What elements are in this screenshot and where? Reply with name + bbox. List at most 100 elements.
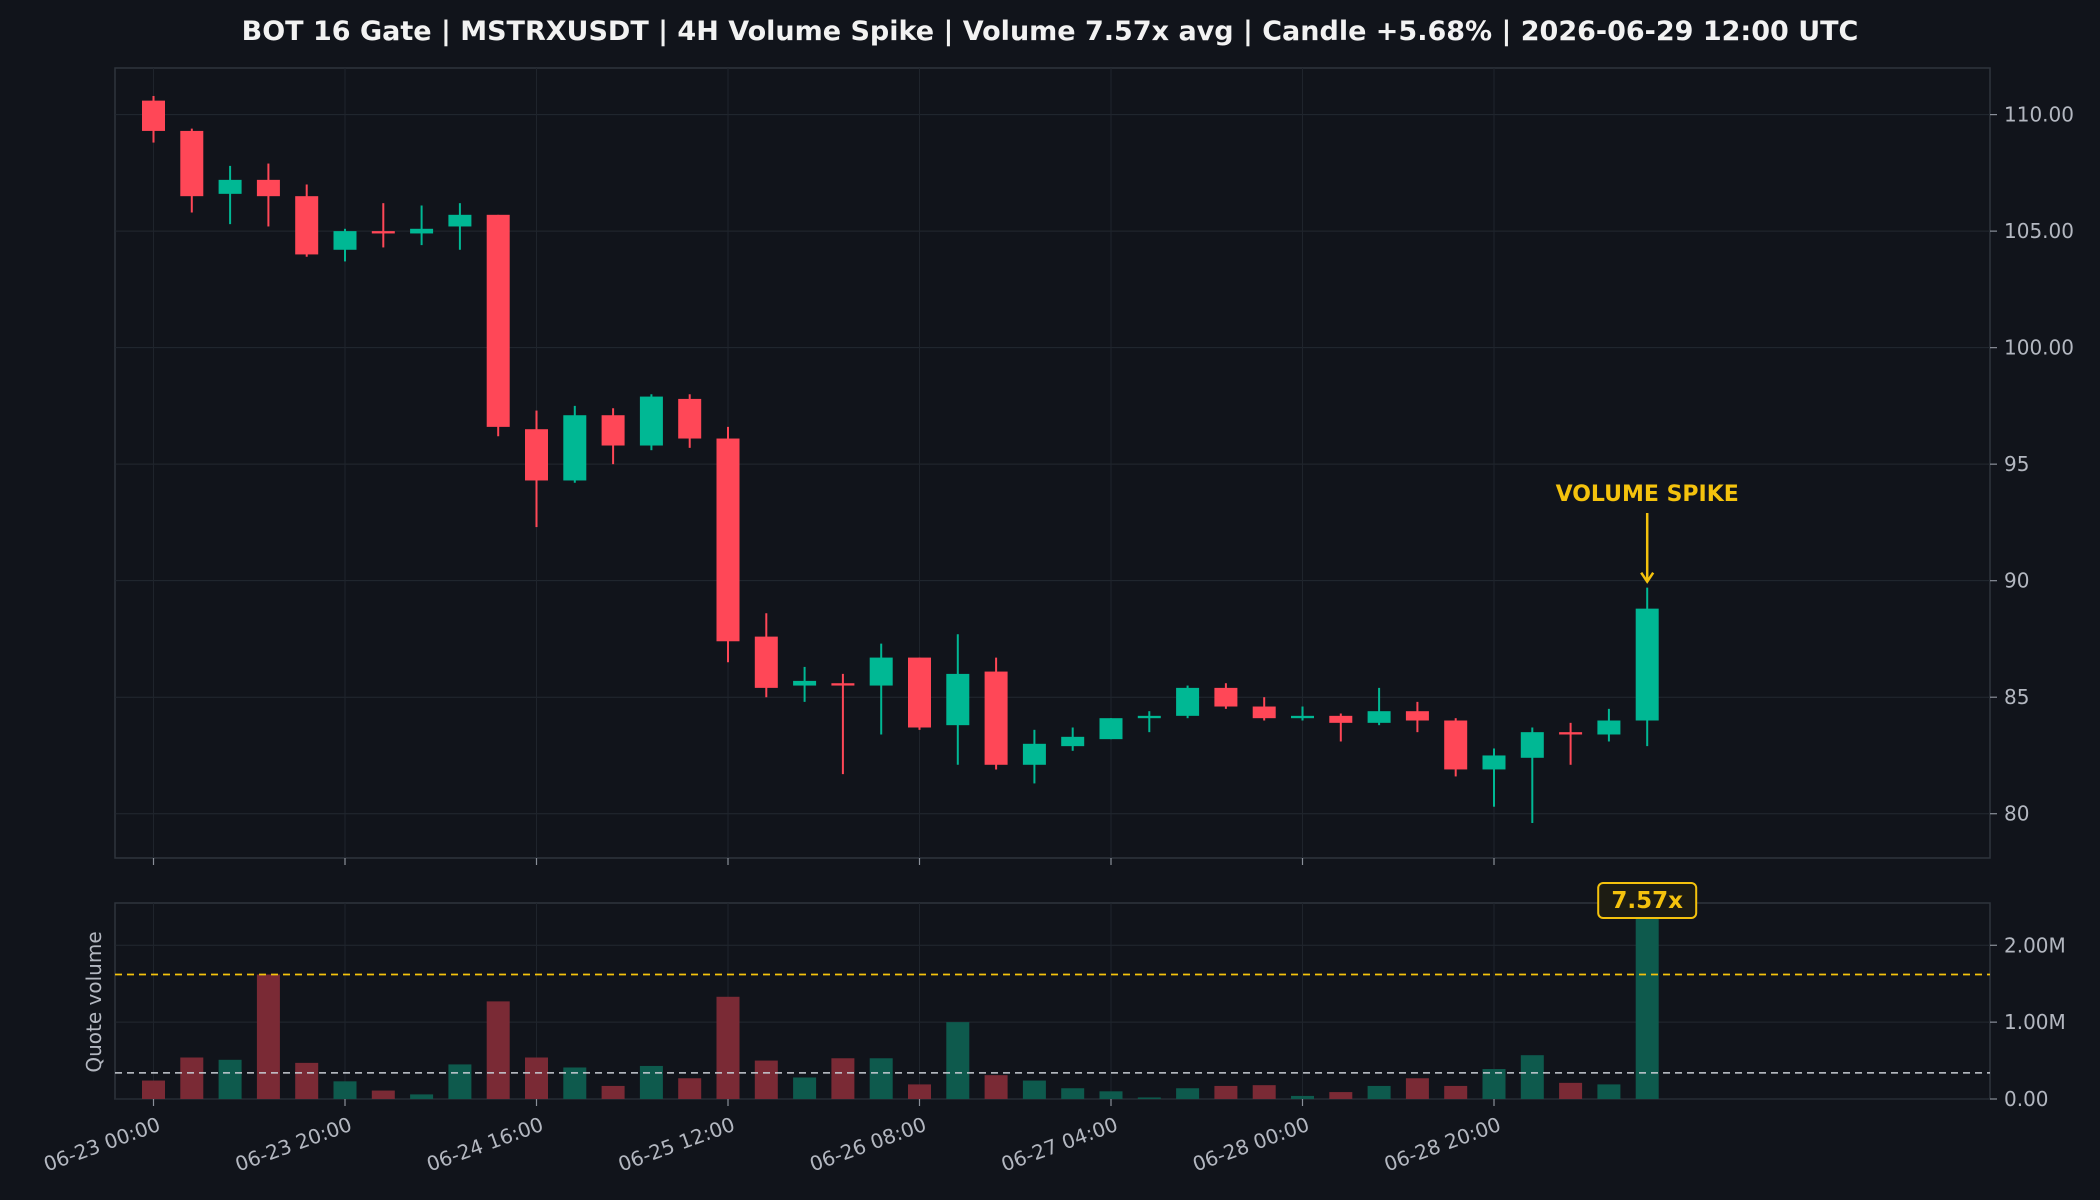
candle-body [908,657,931,728]
volume-bar [1405,1078,1429,1099]
candle [793,666,817,702]
candle [1022,729,1046,784]
candle-body [448,214,472,227]
price-tick-label: 90 [2004,569,2029,593]
volume-bar [218,1059,242,1099]
candle-body [1099,718,1123,740]
volume-bar [563,1067,587,1099]
chart-title: BOT 16 Gate | MSTRXUSDT | 4H Volume Spik… [241,16,1859,47]
candle-body [1176,687,1200,716]
candle-body [1214,687,1238,707]
candles [142,95,1659,824]
candle [410,205,434,246]
volume-bar [295,1062,319,1099]
volume-bar [142,1080,165,1099]
candle-body [1329,715,1353,723]
volume-bar [1176,1088,1200,1099]
x-tick-label: 06-27 04:00 [998,1112,1121,1176]
candle-body [1137,715,1161,719]
volume-bar [1099,1091,1123,1099]
volume-tick-label: 1.00M [2004,1010,2066,1034]
candle-body [1291,715,1314,719]
candle-body [1367,711,1391,723]
volume-bar [1137,1097,1161,1099]
volume-bars [142,903,1659,1099]
candle [333,228,357,262]
candle [946,634,970,765]
candle [754,613,778,698]
candle [142,95,165,143]
volume-bar [754,1060,778,1099]
candle [1252,697,1276,721]
volume-bar [1291,1095,1314,1099]
volume-bar [908,1084,931,1099]
volume-ratio-badge-text: 7.57x [1611,888,1683,914]
candle [1137,711,1161,733]
candle [1405,701,1429,733]
candle [716,426,740,663]
candle-body [333,231,357,250]
volume-bar [946,1022,970,1099]
volume-bar [1252,1085,1276,1099]
candle-body [716,438,740,642]
candle-body [984,671,1008,765]
candle-body [525,429,548,481]
x-tick-label: 06-24 16:00 [423,1112,546,1176]
volume-bar [639,1065,663,1099]
annotations: VOLUME SPIKE 7.57x [115,482,1990,1074]
candle [1597,708,1621,742]
candle [1444,718,1468,777]
volume-bar [1367,1085,1391,1099]
volume-bar [1214,1085,1238,1099]
candle [180,128,204,213]
volume-bar [678,1078,702,1099]
price-panel [114,67,1991,859]
candle-body [831,683,855,686]
price-tick-label: 95 [2004,452,2029,476]
volume-bar [869,1058,893,1099]
volume-bar [525,1057,548,1099]
candle-body [1061,736,1085,747]
volume-panel [114,902,1991,1100]
candle [295,184,319,257]
candle [1367,687,1391,726]
volume-bar [333,1081,357,1099]
candle [256,163,280,227]
volume-bar [1482,1069,1506,1099]
candle-body [218,179,242,194]
candle-body [1482,755,1506,770]
candle [1559,722,1583,765]
volume-bar [984,1075,1008,1099]
candle [908,657,931,730]
candle [563,405,587,483]
candle [371,203,395,248]
candle-body [1520,732,1544,758]
candle-body [1252,706,1276,719]
candle-body [563,415,587,481]
candle [218,165,242,225]
volume-spike-label: VOLUME SPIKE [1556,482,1739,507]
volume-bar [448,1064,472,1099]
volume-bar [180,1057,204,1099]
volume-bar [256,974,280,1099]
candle [831,673,855,775]
candle [984,657,1008,770]
candle-body [142,100,165,131]
candle-body [639,396,663,446]
candle [1635,587,1659,747]
volume-bar [410,1094,434,1099]
candle-body [1444,720,1468,770]
volume-bar [1022,1080,1046,1099]
x-tick-label: 06-28 00:00 [1189,1112,1312,1176]
candle [525,410,548,528]
x-tick-label: 06-23 20:00 [232,1112,355,1176]
candle-body [371,231,395,234]
candle-body [601,415,625,446]
price-tick-label: 100.00 [2004,336,2074,360]
volume-bar [716,996,740,1099]
volume-bar [1520,1055,1544,1099]
candle-body [793,680,817,686]
volume-bar [831,1058,855,1099]
candle-body [678,398,702,439]
volume-bar [1444,1085,1468,1099]
